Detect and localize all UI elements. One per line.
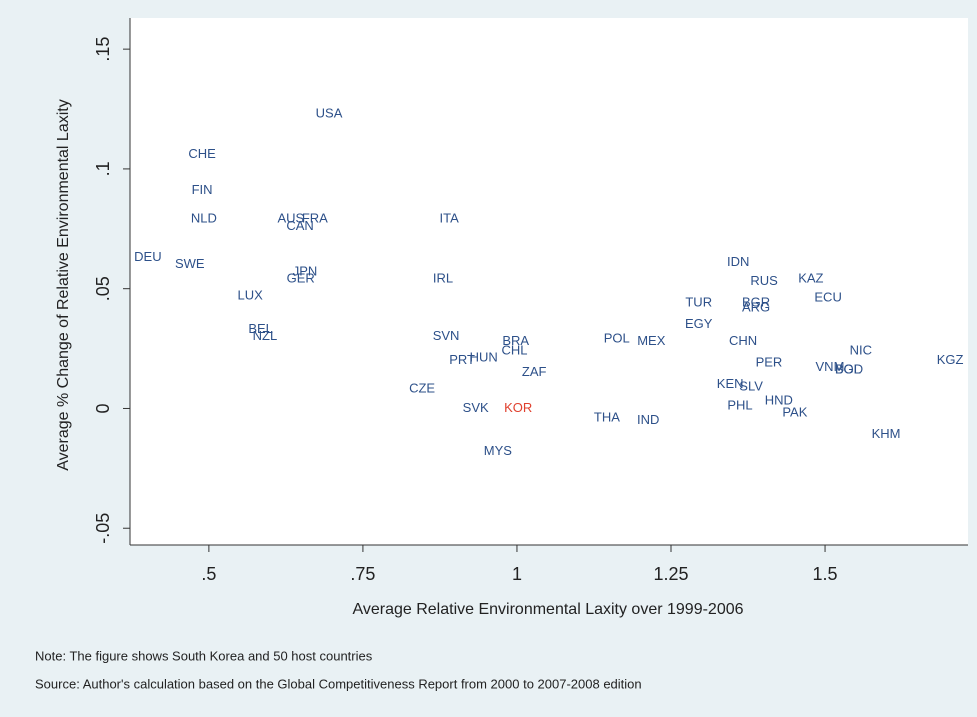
point-label: NIC xyxy=(850,342,872,357)
point-label: TUR xyxy=(685,294,712,309)
x-tick-label: .75 xyxy=(350,564,375,584)
point-label: BGR xyxy=(742,294,770,309)
point-label: ECU xyxy=(814,290,841,305)
point-label: ZAF xyxy=(522,364,547,379)
point-label: BOL xyxy=(835,362,861,377)
point-label: DEU xyxy=(134,249,161,264)
point-label: KOR xyxy=(504,400,532,415)
y-axis-title: Average % Change of Relative Environment… xyxy=(55,99,72,470)
point-label: LUX xyxy=(238,287,264,302)
point-label: POL xyxy=(604,330,630,345)
point-label: IRL xyxy=(433,271,453,286)
y-tick-label: .15 xyxy=(93,37,113,62)
y-tick-label: 0 xyxy=(93,403,113,413)
point-label: SVK xyxy=(463,400,489,415)
x-tick-label: 1.25 xyxy=(653,564,688,584)
point-label: PAK xyxy=(782,405,807,420)
point-label: FIN xyxy=(192,182,213,197)
y-tick-label: -.05 xyxy=(93,513,113,544)
point-label: MYS xyxy=(484,443,513,458)
point-label: VNM xyxy=(816,359,845,374)
point-label: BGD xyxy=(835,362,863,377)
note: Note: The figure shows South Korea and 5… xyxy=(35,648,373,663)
point-label: RUS xyxy=(750,273,778,288)
x-axis-title: Average Relative Environmental Laxity ov… xyxy=(352,601,743,618)
point-label: SVN xyxy=(433,328,460,343)
point-label: AUS xyxy=(277,211,304,226)
source-note: Source: Author's calculation based on th… xyxy=(35,676,642,691)
point-label: BRA xyxy=(502,333,529,348)
point-label: USA xyxy=(316,105,343,120)
point-label: HND xyxy=(765,393,793,408)
point-label: THA xyxy=(594,409,620,424)
point-label: KEN xyxy=(717,376,744,391)
point-label: NLD xyxy=(191,211,217,226)
point-label: ITA xyxy=(440,211,460,226)
point-label: EGY xyxy=(685,316,713,331)
point-label: JPN xyxy=(293,263,318,278)
point-label: PER xyxy=(756,354,783,369)
point-label: GER xyxy=(287,271,315,286)
point-label: BEL xyxy=(248,321,273,336)
y-tick-label: .05 xyxy=(93,276,113,301)
point-label: CHL xyxy=(501,342,527,357)
point-label: CHN xyxy=(729,333,757,348)
x-tick-label: 1 xyxy=(512,564,522,584)
point-label: KGZ xyxy=(937,352,964,367)
point-label: PHL xyxy=(727,398,752,413)
point-label: IDN xyxy=(727,254,749,269)
x-tick-label: 1.5 xyxy=(813,564,838,584)
point-label: ARG xyxy=(742,299,770,314)
point-label: IND xyxy=(637,412,659,427)
point-label: MEX xyxy=(637,333,666,348)
point-label: CAN xyxy=(286,218,313,233)
point-label: HUN xyxy=(470,350,498,365)
point-label: KAZ xyxy=(798,271,823,286)
point-label: SLV xyxy=(739,378,763,393)
plot-area xyxy=(130,18,968,545)
point-label: NZL xyxy=(253,328,278,343)
point-label: CHE xyxy=(188,146,216,161)
point-label: CZE xyxy=(409,381,435,396)
point-label: PRT xyxy=(449,352,475,367)
x-tick-label: .5 xyxy=(201,564,216,584)
point-label: SWE xyxy=(175,256,205,271)
point-label: FRA xyxy=(302,211,328,226)
y-tick-label: .1 xyxy=(93,161,113,176)
point-label: KHM xyxy=(872,426,901,441)
